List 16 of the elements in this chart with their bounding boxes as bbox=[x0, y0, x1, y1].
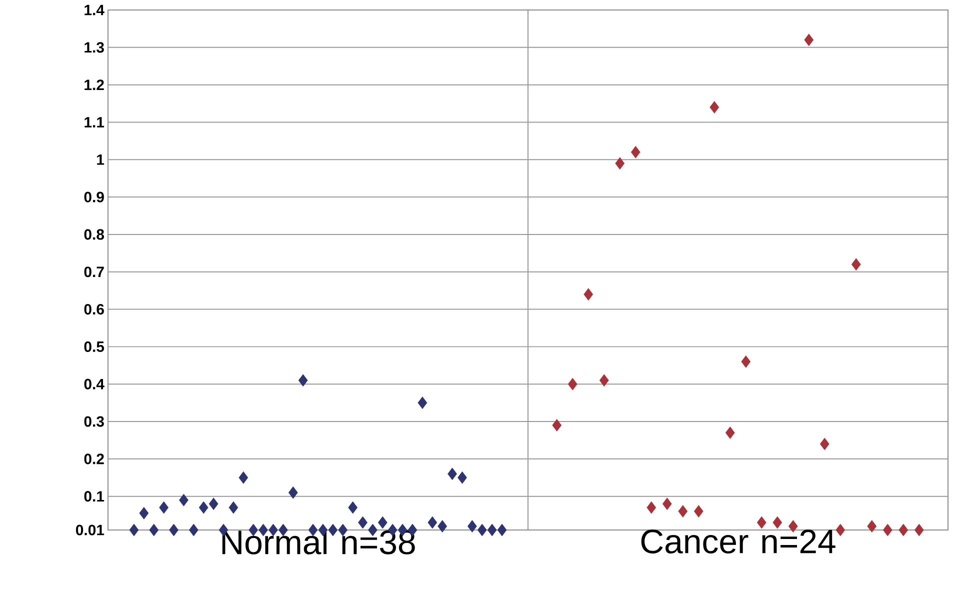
y-tick-label: 0.7 bbox=[84, 266, 104, 278]
y-tick-label: 0.4 bbox=[84, 378, 104, 390]
y-tick-label: 1.4 bbox=[84, 4, 104, 16]
y-tick-label: 0.5 bbox=[84, 341, 104, 352]
y-tick-label: 0.9 bbox=[84, 192, 104, 202]
y-tick-label: 0.3 bbox=[84, 416, 104, 427]
y-tick-label: 0.8 bbox=[84, 229, 104, 240]
y-tick-label: 0.6 bbox=[84, 304, 104, 315]
y-tick-label: 1.1 bbox=[84, 117, 104, 128]
x-tick-label: Cancer n=24 bbox=[641, 530, 836, 554]
y-tick-label: 0.1 bbox=[84, 491, 104, 502]
y-tick-label: 1.3 bbox=[84, 42, 104, 53]
y-tick-label: 1 bbox=[97, 154, 104, 165]
y-tick-label: 1.2 bbox=[84, 80, 104, 90]
y-tick-label: 0.2 bbox=[84, 454, 104, 464]
y-tick-label: 0.01 bbox=[76, 524, 104, 536]
